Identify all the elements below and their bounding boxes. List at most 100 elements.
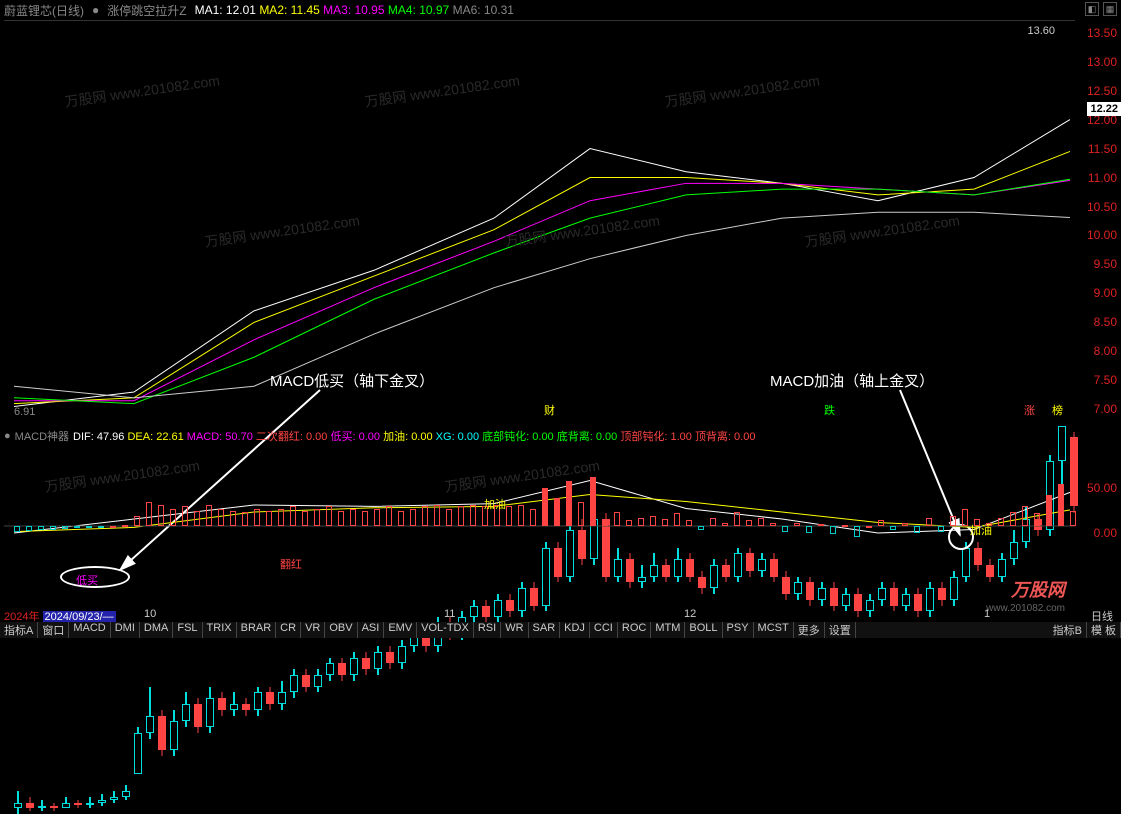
macd-bar — [998, 518, 1004, 526]
macd-bar — [638, 518, 644, 526]
indicator-button[interactable]: 模 板 — [1087, 622, 1121, 638]
price-chart[interactable]: 6.91 13.60 财跌涨榜 万股网 www.201082.com 万股网 w… — [4, 20, 1075, 420]
indicator-value: 低买: 0.00 — [330, 431, 380, 443]
indicator-button[interactable]: FSL — [173, 622, 202, 638]
tool-icon[interactable]: ◧ — [1085, 2, 1099, 16]
macd-bar — [410, 509, 416, 527]
macd-bar — [734, 512, 740, 526]
macd-bar — [266, 511, 272, 526]
indicator-button[interactable]: CR — [276, 622, 301, 638]
macd-bar — [50, 526, 56, 530]
macd-bar — [170, 509, 176, 527]
macd-bar — [542, 488, 548, 527]
ma-value: MA1: 12.01 — [195, 3, 256, 17]
watermark: 万股网 www.201082.com — [803, 210, 961, 252]
indicator-value: 加油: 0.00 — [383, 431, 433, 443]
status-label: 榜 — [1052, 402, 1063, 418]
indicator-button[interactable]: OBV — [325, 622, 357, 638]
ytick: 13.50 — [1077, 26, 1117, 40]
watermark: 万股网 www.201082.com — [363, 70, 521, 112]
indicator-button[interactable]: 设置 — [825, 622, 856, 638]
macd-bar — [626, 520, 632, 526]
macd-bar — [218, 509, 224, 527]
indicator-button[interactable]: ASI — [358, 622, 385, 638]
indicator-button[interactable]: RSI — [474, 622, 501, 638]
macd-bar — [1070, 511, 1076, 526]
indicator-button[interactable]: 指标A — [0, 622, 38, 638]
indicator-button[interactable]: 更多 — [794, 622, 825, 638]
macd-bar — [74, 526, 80, 528]
ytick: 10.00 — [1077, 228, 1117, 242]
high-price-label: 13.60 — [1027, 25, 1055, 37]
macd-yaxis: 50.000.00 — [1077, 446, 1121, 606]
indicator-value: 顶背离: 0.00 — [695, 431, 756, 443]
macd-bar — [830, 526, 836, 534]
macd-bar — [302, 511, 308, 526]
status-label: 财 — [544, 402, 555, 418]
watermark: 万股网 www.201082.com — [63, 70, 221, 112]
watermark: 万股网 www.201082.com — [43, 455, 201, 497]
macd-bar — [86, 526, 92, 528]
indicator-button[interactable]: DMI — [111, 622, 140, 638]
macd-bar — [722, 523, 728, 527]
macd-bar — [26, 526, 32, 531]
indicator-value: XG: 0.00 — [436, 431, 479, 443]
macd-bar — [470, 505, 476, 526]
macd-bar — [362, 511, 368, 526]
indicator-button[interactable]: KDJ — [560, 622, 590, 638]
indicator-value: DEA: 22.61 — [127, 431, 183, 443]
chart-header: 蔚蓝锂芯(日线) ● 涨停跳空拉升Z MA1: 12.01 MA2: 11.45… — [4, 2, 1117, 18]
annotation-text: MACD低买（轴下金叉） — [270, 370, 434, 391]
indicator-button[interactable]: 指标B — [1049, 622, 1087, 638]
date-tick: 10 — [144, 608, 156, 620]
indicator-button[interactable]: 窗口 — [38, 622, 69, 638]
indicator-button[interactable]: ROC — [618, 622, 651, 638]
macd-bar — [194, 511, 200, 526]
indicator-button[interactable]: DMA — [140, 622, 173, 638]
indicator-button[interactable]: BRAR — [237, 622, 277, 638]
indicator-button[interactable]: TRIX — [203, 622, 237, 638]
indicator-button[interactable]: VOL-TDX — [417, 622, 474, 638]
macd-bar — [398, 511, 404, 526]
macd-bar — [614, 512, 620, 526]
macd-bar — [674, 513, 680, 526]
indicator-toolbar: 指标A窗口MACDDMIDMAFSLTRIXBRARCRVROBVASIEMVV… — [0, 622, 1121, 638]
ytick: 9.50 — [1077, 257, 1117, 271]
tool-icon[interactable]: ▦ — [1103, 2, 1117, 16]
macd-bar — [698, 526, 704, 530]
macd-bar — [434, 505, 440, 526]
indicator-button[interactable]: EMV — [384, 622, 417, 638]
circle-icon: ● — [92, 3, 99, 17]
macd-bar — [278, 509, 284, 527]
ytick: 11.00 — [1077, 171, 1117, 185]
ytick: 8.00 — [1077, 344, 1117, 358]
macd-bar — [566, 481, 572, 527]
macd-bar — [746, 520, 752, 526]
indicator-button[interactable]: SAR — [529, 622, 561, 638]
macd-bar — [1046, 495, 1052, 527]
indicator-button[interactable]: MCST — [754, 622, 794, 638]
indicator-button[interactable]: WR — [501, 622, 528, 638]
indicator-button[interactable]: BOLL — [685, 622, 722, 638]
macd-bar — [842, 525, 848, 527]
indicator-button[interactable]: MTM — [651, 622, 685, 638]
macd-bar — [146, 502, 152, 527]
indicator-button[interactable]: VR — [301, 622, 325, 638]
macd-bar — [230, 511, 236, 526]
macd-bar — [878, 520, 884, 526]
indicator-button[interactable]: CCI — [590, 622, 618, 638]
macd-bar — [818, 524, 824, 526]
macd-bar — [806, 526, 812, 533]
macd-bar — [1058, 484, 1064, 526]
current-price-tag: 12.22 — [1087, 102, 1121, 116]
low-price-label: 6.91 — [14, 406, 35, 418]
date-tick: 12 — [684, 608, 696, 620]
indicator-button[interactable]: PSY — [723, 622, 754, 638]
macd-chart[interactable]: 加油加油翻红低买 万股网 www.201082.com 万股网 www.2010… — [4, 446, 1075, 606]
indicator-button[interactable]: MACD — [69, 622, 110, 638]
ytick: 10.50 — [1077, 200, 1117, 214]
indicator-value: 底部钝化: 0.00 — [482, 431, 554, 443]
macd-bar — [110, 526, 116, 528]
date-axis: 2024年 2024/09/23/— 1011121 日线 — [4, 608, 1117, 622]
price-yaxis: 13.5013.0012.5012.0011.5011.0010.5010.00… — [1077, 20, 1121, 420]
